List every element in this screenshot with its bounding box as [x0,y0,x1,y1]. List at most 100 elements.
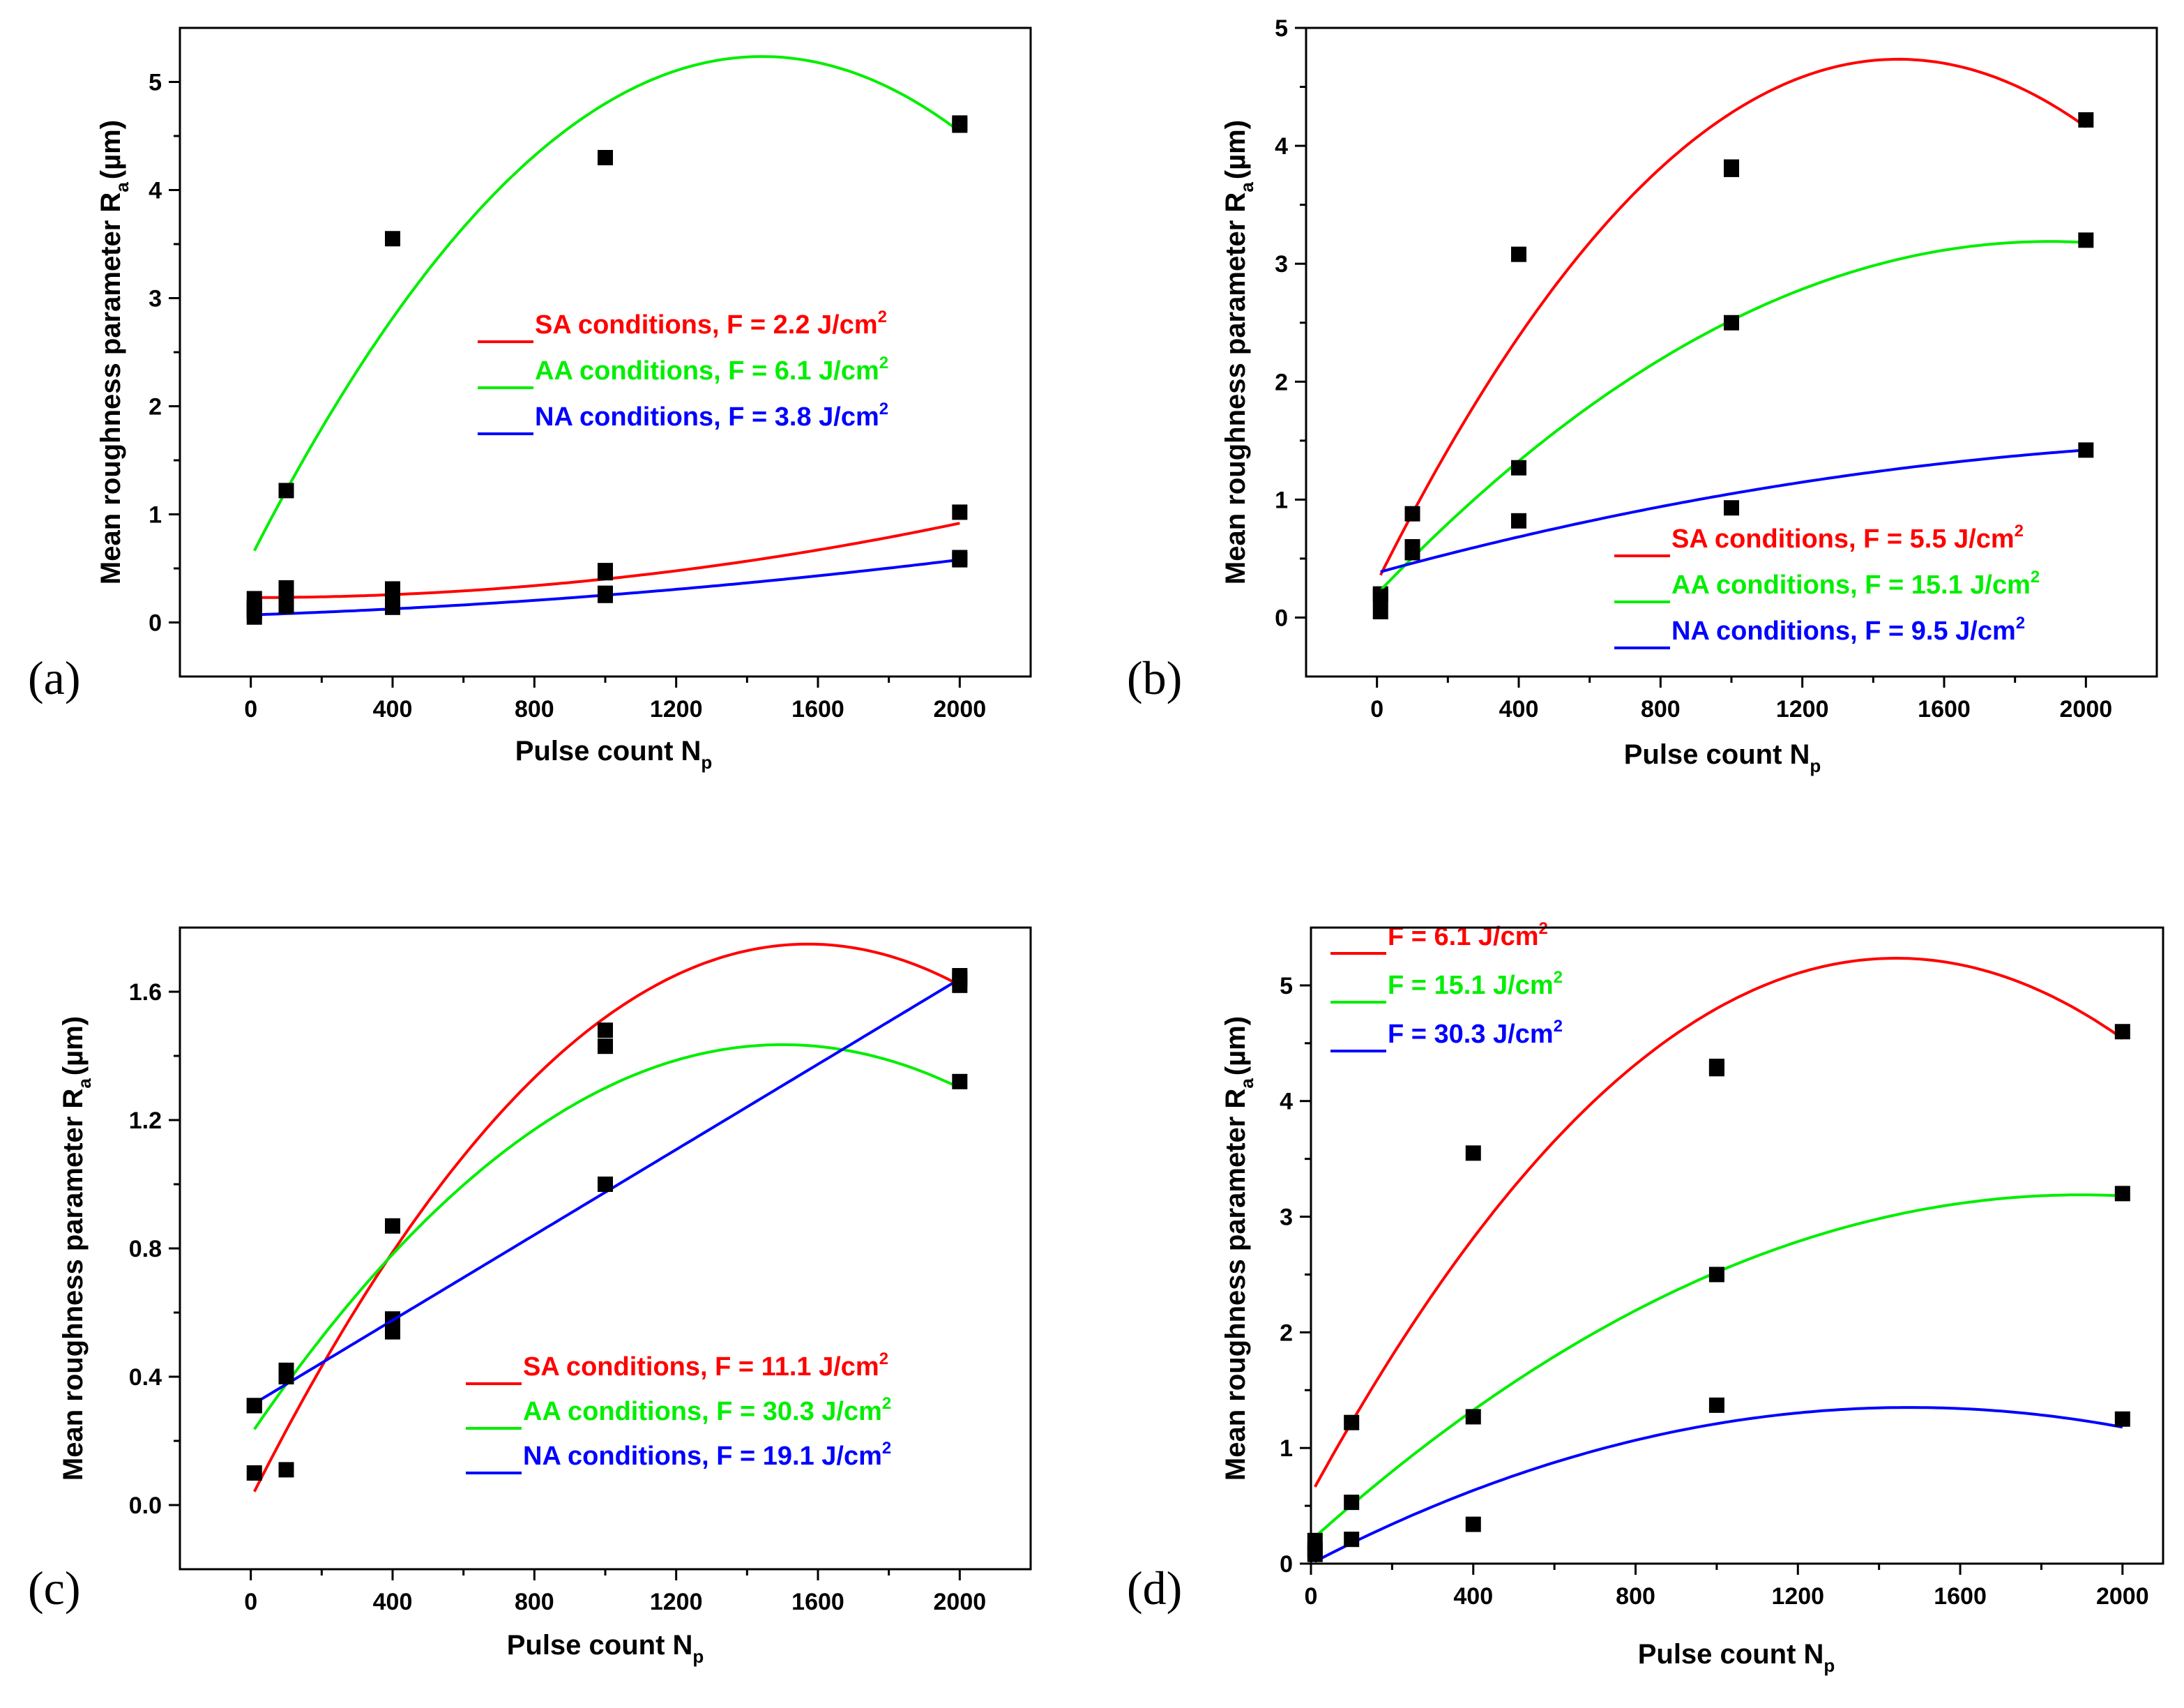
data-point [1344,1414,1360,1430]
legend-entry: SA conditions, F = 5.5 J/cm2 [1671,522,2024,554]
legend-entry: F = 30.3 J/cm2 [1388,1017,1563,1049]
data-point [2114,1411,2130,1427]
x-tick-label: 400 [1453,1583,1493,1610]
data-point [1465,1516,1481,1532]
x-tick-label: 400 [373,1589,413,1615]
data-point [278,584,294,600]
data-point [385,1324,400,1340]
data-point [1708,1397,1724,1413]
y-tick-label: 4 [1280,1089,1293,1115]
panel-c: 0 400 800 1200 1600 2000 0.0 0.4 0.8 1.2 1.6 SA co… [28,926,1032,1667]
data-point [1708,1061,1724,1077]
data-point [246,604,262,619]
data-point [1344,1495,1360,1511]
data-point [1372,589,1388,605]
data-point [1404,506,1420,522]
data-point [952,1073,968,1089]
data-point [2114,1024,2130,1040]
data-point [952,550,968,566]
data-point [598,150,613,165]
data-point [278,598,294,614]
legend-entry: SA conditions, F = 2.2 J/cm2 [535,308,887,340]
y-tick-label: 3 [1280,1204,1293,1231]
x-tick-label: 1600 [1918,696,1971,723]
data-point [1465,1145,1481,1161]
data-point [385,599,400,615]
data-point [952,117,968,133]
x-tick-label: 1200 [1776,696,1829,723]
data-point [952,971,968,987]
legend-entry: F = 15.1 J/cm2 [1388,968,1563,1000]
y-tick-label: 1 [1275,487,1288,513]
data-point [2078,112,2094,128]
x-tick-label: 800 [1641,696,1681,723]
x-tick-label: 800 [1616,1583,1655,1610]
data-point [1708,1267,1724,1283]
y-tick-label: 0 [149,610,162,637]
data-point [598,565,613,581]
legend-entry: NA conditions, F = 9.5 J/cm2 [1671,614,2025,646]
y-tick-label: 2 [1280,1320,1293,1346]
fit-curve-2 [253,55,961,552]
y-tick-label: 2 [149,394,162,421]
fit-curve-3 [1380,448,2086,573]
x-tick-label: 1200 [1771,1583,1824,1610]
y-tick-label: 4 [149,178,162,204]
fit-curve-1 [1314,956,2123,1488]
data-point [1511,460,1526,476]
y-tick-label: 0.0 [129,1492,162,1519]
y-tick-label: 1.2 [129,1108,162,1134]
y-tick-label: 2 [1275,369,1288,395]
data-point [1511,513,1526,529]
x-tick-label: 2000 [2096,1583,2149,1610]
y-tick-label: 3 [149,286,162,312]
data-point [2078,442,2094,458]
x-tick-label: 800 [515,1589,554,1615]
x-tick-label: 1200 [650,696,703,723]
y-tick-label: 4 [1275,133,1288,160]
data-point [598,1177,613,1192]
data-point [1724,500,1739,516]
data-point [246,1465,262,1481]
data-point [385,231,400,247]
x-tick-label: 0 [244,696,257,723]
data-point [246,1398,262,1414]
y-tick-label: 0 [1280,1551,1293,1578]
data-point [1307,1532,1323,1548]
data-point [952,504,968,520]
x-tick-label: 2000 [934,696,987,723]
plot-frame [1305,27,2158,678]
plot-frame [179,27,1032,678]
data-point [1724,161,1739,177]
plot-frame [1310,926,2164,1565]
legend-entry: NA conditions, F = 19.1 J/cm2 [523,1439,891,1471]
y-tick-label: 5 [149,70,162,96]
data-point [1465,1409,1481,1425]
x-tick-label: 0 [1370,696,1383,723]
x-tick-label: 800 [515,696,554,723]
legend-entry: AA conditions, F = 15.1 J/cm2 [1671,568,2040,600]
y-tick-label: 1.6 [129,979,162,1006]
fit-curve-1 [1379,57,2087,576]
plot-frame [179,926,1032,1571]
y-tick-label: 5 [1280,973,1293,999]
data-point [278,1462,294,1478]
panel-b: 0 400 800 1200 1600 2000 0 1 2 3 4 5 SA conditions,… [1127,15,2158,776]
legend-entry: AA conditions, F = 30.3 J/cm2 [523,1394,891,1426]
data-point [1404,539,1420,554]
x-tick-label: 400 [1499,696,1539,723]
y-tick-label: 0 [1275,605,1288,631]
data-point [385,584,400,600]
y-tick-label: 0.8 [129,1236,162,1262]
fit-curve-3 [1314,1406,2123,1563]
x-tick-label: 0 [1305,1583,1318,1610]
data-point [1344,1532,1360,1548]
y-tick-label: 1 [149,502,162,529]
legend-entry: SA conditions, F = 11.1 J/cm2 [523,1350,888,1382]
x-tick-label: 1200 [650,1589,703,1615]
data-point [598,587,613,603]
legend-entry: NA conditions, F = 3.8 J/cm2 [535,400,888,432]
y-tick-label: 1 [1280,1435,1293,1462]
